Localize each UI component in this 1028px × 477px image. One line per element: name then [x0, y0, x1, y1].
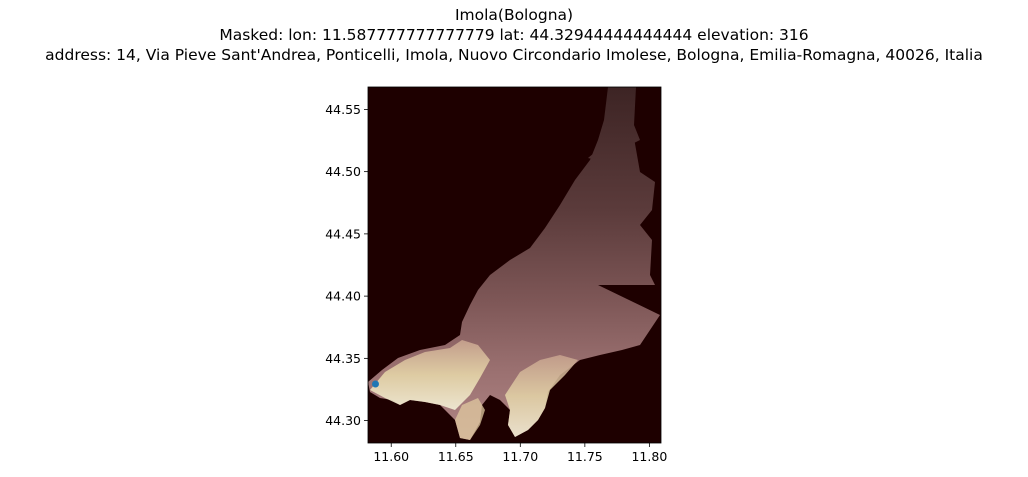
- figure-title: Imola(Bologna) Masked: lon: 11.587777777…: [0, 5, 1028, 65]
- title-city: Imola(Bologna): [454, 6, 574, 24]
- title-coordinates: Masked: lon: 11.587777777777779 lat: 44.…: [219, 26, 809, 44]
- axes-frame: [367, 86, 662, 444]
- x-tick-label: 11.70: [502, 449, 538, 464]
- x-tick-label: 11.60: [373, 449, 409, 464]
- x-tick-label: 11.75: [567, 449, 603, 464]
- y-tick-label: 44.45: [325, 226, 361, 241]
- x-axis: 11.60 11.65 11.70 11.75 11.80: [373, 443, 667, 464]
- hill-area-central: [455, 398, 485, 440]
- hill-area-south: [505, 355, 578, 437]
- y-tick-label: 44.35: [325, 351, 361, 366]
- title-address: address: 14, Via Pieve Sant'Andrea, Pont…: [45, 46, 983, 64]
- y-tick-label: 44.50: [325, 164, 361, 179]
- hill-area-west: [370, 340, 490, 410]
- y-tick-label: 44.40: [325, 289, 361, 304]
- y-axis: 44.30 44.35 44.40 44.45 44.50 44.55: [325, 102, 368, 428]
- y-tick-label: 44.55: [325, 102, 361, 117]
- x-tick-label: 11.65: [438, 449, 474, 464]
- x-tick-label: 11.80: [631, 449, 667, 464]
- y-tick-label: 44.30: [325, 413, 361, 428]
- location-marker: [371, 380, 379, 388]
